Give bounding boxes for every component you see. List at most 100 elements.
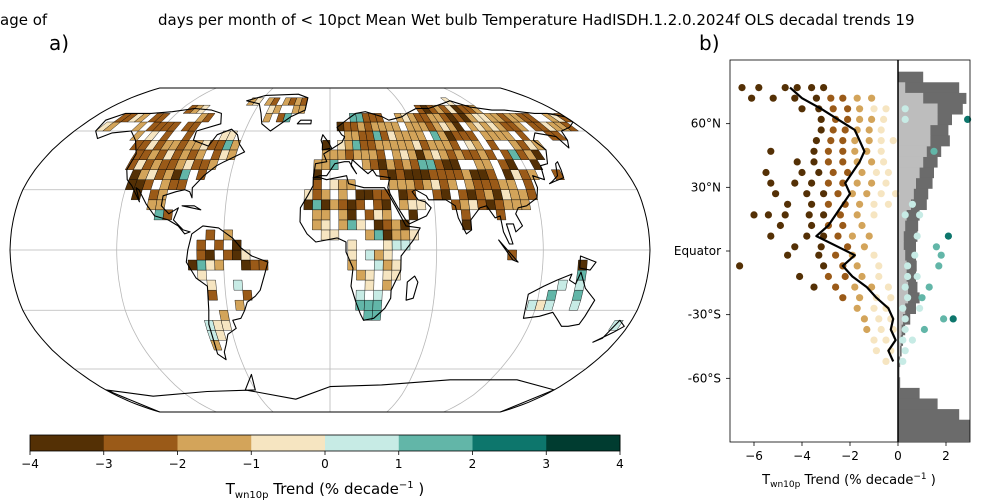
colorbar-swatches [30,435,621,451]
y-tick-label: 30°N [691,180,721,194]
colorbar-tick-label: −4 [21,457,39,471]
zonal-point [817,115,825,123]
map-cell [369,159,380,170]
map-cell [391,229,402,241]
map-cell [383,249,393,261]
colorbar-tick-label: 2 [469,457,477,471]
zonal-point [844,243,852,251]
map-cell [365,229,375,241]
data-fraction-bar [898,220,906,232]
zonal-point [750,211,758,219]
zonal-point [824,147,833,155]
map-cell [376,149,387,160]
zonal-point [812,137,821,145]
zonal-point [839,147,847,155]
map-cell [388,179,399,190]
map-cell [320,229,331,241]
zonal-point [767,232,775,240]
zonal-point [870,336,878,344]
zonal-point [767,179,775,187]
land-fraction-bar [898,71,924,83]
map-cell [347,209,357,221]
zonal-point [856,200,864,208]
map-cell [207,290,218,301]
map-cell [400,229,411,241]
zonal-point [808,200,816,208]
map-cell [321,159,331,170]
colorbar-swatch [546,435,621,451]
zonal-point [856,115,864,123]
zonal-point [884,283,893,291]
zonal-point [944,232,953,240]
y-tick-label: 60°N [691,117,721,131]
map-cell [345,149,355,160]
zonal-point [762,168,770,177]
zonal-point [853,262,861,270]
colorbar-ticks: −4 −3 −2 −1 0 1 2 3 4 [21,451,624,471]
colorbar-swatch [177,435,252,451]
coastline [592,319,625,343]
map-cell [360,149,371,160]
zonal-point [820,190,828,198]
zonal-point [884,200,893,208]
map-cell [460,209,472,221]
map-cell [205,259,216,271]
map-cell [382,269,393,281]
zonal-point [875,262,883,270]
map-cell [380,189,391,200]
map-cell [201,113,216,123]
zonal-point [848,232,857,240]
zonal-point [791,94,799,102]
data-fraction-bar [898,114,938,126]
map-cell [206,279,217,291]
zonal-point [901,105,909,113]
coastline [105,373,555,412]
land-fraction-bar [898,419,970,431]
zonal-point [769,94,777,102]
zonal-point [772,190,780,198]
map-cell [258,259,269,271]
zonal-point [810,283,818,291]
zonal-point [880,115,888,123]
zonal-point [858,168,866,177]
map-cell [205,249,215,261]
map-cell [355,290,366,301]
zonal-point [904,262,912,270]
zonal-point [832,283,840,291]
land-fraction-bar [898,92,967,104]
map-cell [396,179,408,190]
map-cell [166,121,182,132]
map-cell [225,130,239,141]
map-cell [381,199,392,210]
coastline [296,119,312,125]
map-cell [130,121,149,132]
data-fraction-bar [898,177,916,189]
zonal-point [832,251,840,259]
map-cell [356,269,366,281]
map-cell [329,179,339,190]
map-cell [382,219,393,231]
zonal-point [860,243,869,251]
zonal-point [887,294,895,302]
zonal-data-fraction-bars [898,82,938,357]
zonal-point [736,262,744,270]
map-cell [468,199,479,210]
zonal-point [798,168,806,177]
zonal-point [877,147,885,155]
data-fraction-bar [898,241,904,253]
zonal-point [940,315,948,323]
zonal-point [882,179,890,187]
map-cell [205,229,216,241]
data-fraction-bar [898,292,909,304]
data-fraction-bar [898,230,904,242]
map-trend-cells [95,97,624,351]
zonal-point [748,94,756,102]
map-cell [372,300,383,311]
zonal-point [913,272,921,281]
zonal-point [817,243,825,251]
zonal-point [930,147,938,155]
zonal-point [863,190,871,198]
map-cell [196,239,206,251]
zonal-point [865,126,873,134]
coastline [312,100,574,245]
